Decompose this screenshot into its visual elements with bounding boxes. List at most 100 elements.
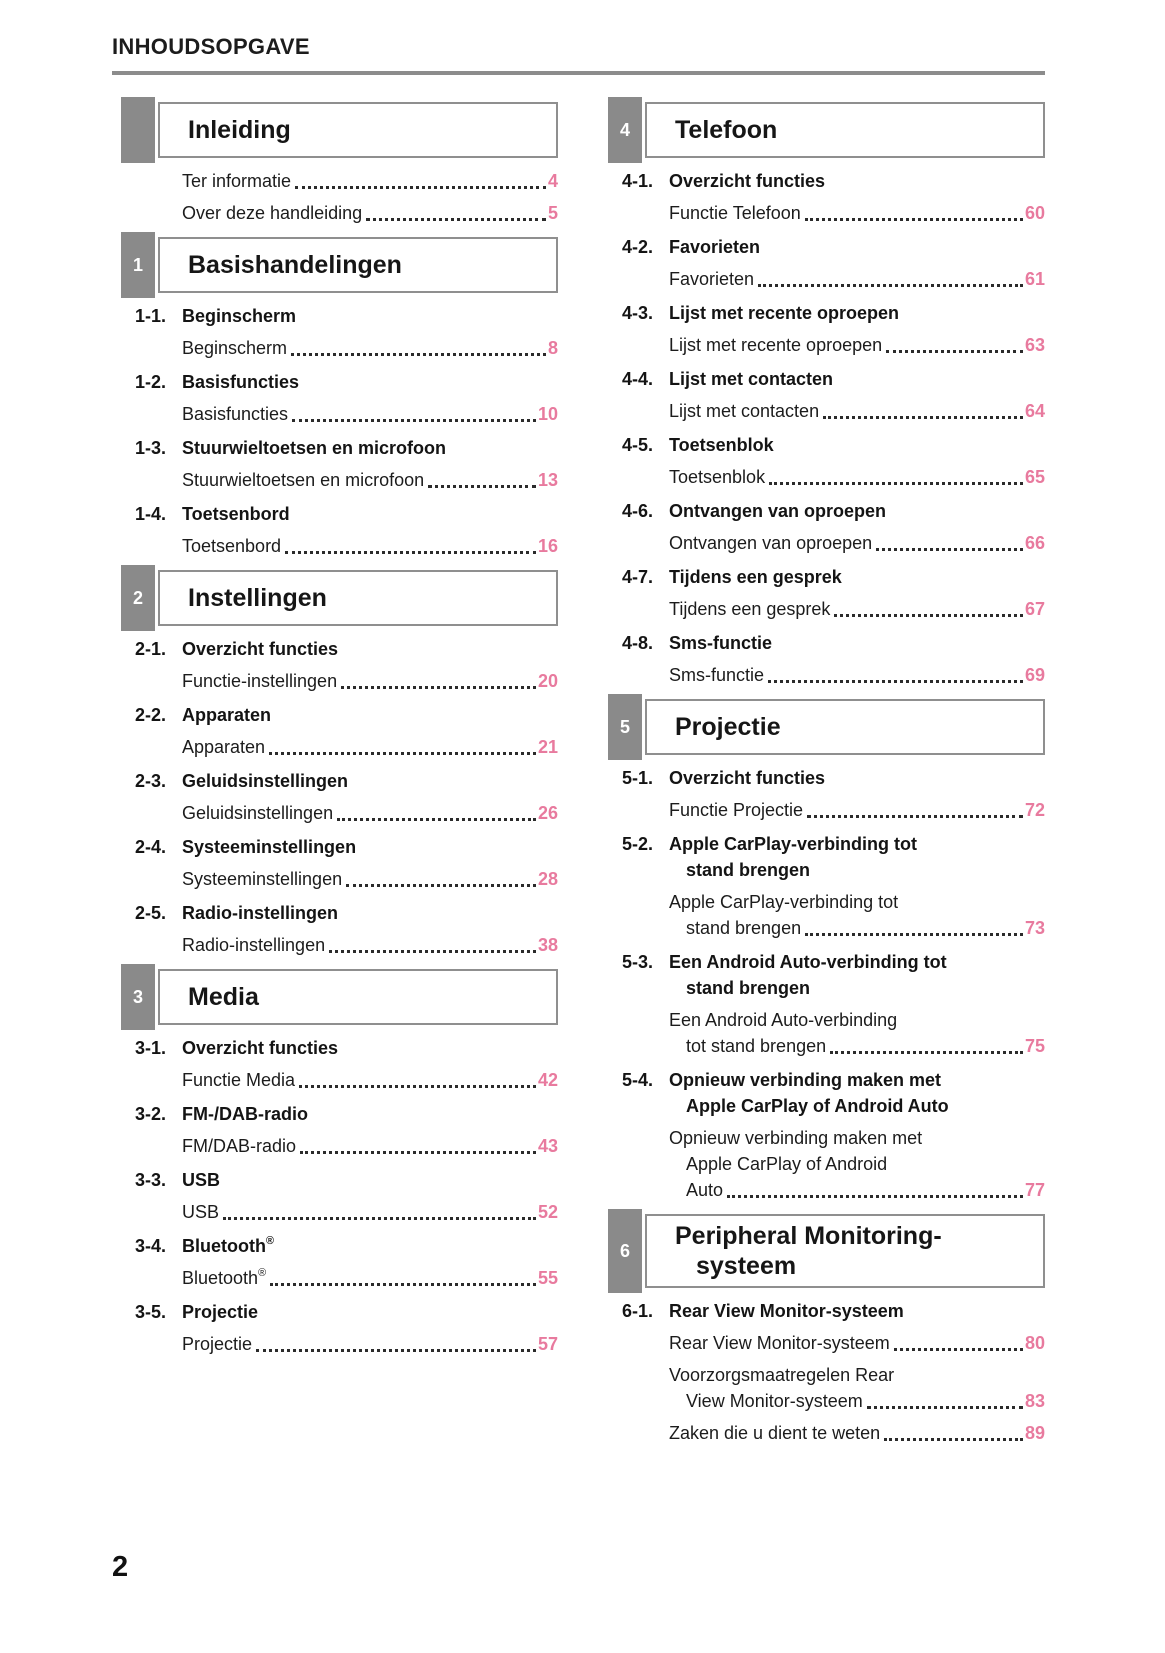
section-heading: 3-2. FM-/DAB-radio	[121, 1101, 558, 1127]
toc-group: 2-1. Overzicht functies Functie-instelling…	[121, 636, 558, 694]
page-number: 28	[537, 869, 558, 889]
dotted-leader	[893, 1348, 1023, 1351]
section-number: 4-3.	[622, 303, 654, 323]
toc-entry: Zaken die u dient te weten 89	[608, 1420, 1045, 1446]
dotted-leader	[727, 1195, 1023, 1198]
chapter-number-tab: 1	[121, 232, 155, 298]
toc-entry-text: Stuurwieltoetsen en microfoon	[182, 470, 425, 490]
page-number: 77	[1024, 1180, 1045, 1200]
dotted-leader	[346, 884, 536, 887]
chapter-title: Projectie	[675, 712, 781, 742]
toc-column-1: Inleiding Ter informatie 4 Over deze handle…	[121, 97, 558, 1361]
section-heading: 2-5. Radio-instellingen	[121, 900, 558, 926]
page-number: 10	[537, 404, 558, 424]
page-number: 20	[537, 671, 558, 691]
toc-entry: Voorzorgsmaatregelen Rear View Monitor-sy…	[608, 1362, 1045, 1414]
section-heading: 5-2. Apple CarPlay-verbinding tot stand br…	[608, 831, 1045, 883]
page-number: 42	[537, 1070, 558, 1090]
dotted-leader	[366, 218, 546, 221]
section-heading: 1-3. Stuurwieltoetsen en microfoon	[121, 435, 558, 461]
chapter-number-tab: 2	[121, 565, 155, 631]
dotted-leader	[876, 548, 1023, 551]
section-number: 4-1.	[622, 171, 654, 191]
chapter-title: Basishandelingen	[188, 250, 402, 280]
dotted-leader	[329, 950, 536, 953]
section-heading-text: Sms-functie	[669, 630, 772, 656]
section-heading-text: Systeeminstellingen	[182, 834, 356, 860]
dotted-leader	[884, 1438, 1023, 1441]
page-number: 83	[1024, 1391, 1045, 1411]
toc-entry-text: View Monitor-systeem	[686, 1391, 863, 1411]
toc-entry-text: Lijst met contacten	[669, 401, 820, 421]
dotted-leader	[769, 482, 1023, 485]
toc-column-2: 4 Telefoon 4-1. Overzicht functies Functie T…	[608, 97, 1045, 1450]
section-number: 3-4.	[135, 1236, 167, 1256]
section-heading-line: Overzicht functies	[182, 639, 339, 659]
toc-entry-text: Favorieten	[669, 269, 755, 289]
toc-entry-line: Rear View Monitor-systeem 80	[669, 1330, 1045, 1356]
toc-entry: Toetsenbord 16	[121, 533, 558, 559]
chapter-title-line: Basishandelingen	[188, 251, 402, 279]
toc-entry-text: Functie Media	[182, 1070, 296, 1090]
toc-group: 3-3. USB USB 52	[121, 1167, 558, 1225]
page-number: 38	[537, 935, 558, 955]
toc-entry-text: tot stand brengen	[686, 1036, 827, 1056]
chapter-title-line: Inleiding	[188, 116, 291, 144]
dotted-leader	[337, 818, 536, 821]
page-number: 75	[1024, 1036, 1045, 1056]
toc-entry-line: Toetsenblok 65	[669, 464, 1045, 490]
toc-entry: Opnieuw verbinding maken met Apple CarPla…	[608, 1125, 1045, 1203]
page-title: INHOUDSOPGAVE	[112, 34, 310, 59]
toc-entry-text: Lijst met recente oproepen	[669, 335, 883, 355]
chapter-heading-box: 4 Telefoon	[608, 97, 1045, 163]
dotted-leader	[823, 416, 1023, 419]
section-heading-text: Overzicht functies	[182, 636, 338, 662]
dotted-leader	[834, 614, 1023, 617]
toc-entry-text: Functie Projectie	[669, 800, 804, 820]
toc-entry: Stuurwieltoetsen en microfoon 13	[121, 467, 558, 493]
page-number: 26	[537, 803, 558, 823]
toc-entry-text: Toetsenbord	[182, 536, 282, 556]
section-heading-line: Favorieten	[669, 237, 761, 257]
dotted-leader	[295, 186, 546, 189]
section-heading-text: Beginscherm	[182, 303, 296, 329]
section-heading-text: Ontvangen van oproepen	[669, 498, 886, 524]
chapter-number-tab: 3	[121, 964, 155, 1030]
chapter-heading-box: 6 Peripheral Monitoring-systeem	[608, 1209, 1045, 1293]
section-heading-line: Projectie	[182, 1302, 259, 1322]
section-heading: 4-1. Overzicht functies	[608, 168, 1045, 194]
chapter-title: Peripheral Monitoring-systeem	[675, 1221, 942, 1281]
section-heading: 5-1. Overzicht functies	[608, 765, 1045, 791]
page-number: 55	[537, 1268, 558, 1288]
chapter-title-line: systeem	[696, 1252, 797, 1280]
section-heading-line: Ontvangen van oproepen	[669, 501, 887, 521]
toc-entry-text: Beginscherm	[182, 338, 288, 358]
toc-entry-text: Apple CarPlay-verbinding tot	[669, 892, 899, 912]
section-heading-line: Toetsenblok	[669, 435, 774, 455]
chapter-title: Telefoon	[675, 115, 777, 145]
chapter-heading-box: 2 Instellingen	[121, 565, 558, 631]
section-number: 3-2.	[135, 1104, 167, 1124]
section-number: 3-3.	[135, 1170, 167, 1190]
toc-entry-text: Ontvangen van oproepen	[669, 533, 873, 553]
page-number: 43	[537, 1136, 558, 1156]
page-number: 63	[1024, 335, 1045, 355]
section-heading: 3-1. Overzicht functies	[121, 1035, 558, 1061]
toc-entry-line: Sms-functie 69	[669, 662, 1045, 688]
section-heading-text: Toetsenbord	[182, 501, 290, 527]
page-number: 57	[537, 1334, 558, 1354]
toc-entry-text: Basisfuncties	[182, 404, 289, 424]
page-number: 65	[1024, 467, 1045, 487]
dotted-leader	[830, 1051, 1023, 1054]
section-heading: 4-2. Favorieten	[608, 234, 1045, 260]
toc-entry-line: Functie Projectie 72	[669, 797, 1045, 823]
toc-group: 5-4. Opnieuw verbinding maken met Apple Ca…	[608, 1067, 1045, 1203]
section-heading-line: Lijst met recente oproepen	[669, 303, 900, 323]
chapter-heading-box: Inleiding	[121, 97, 558, 163]
page-number: 21	[537, 737, 558, 757]
section-heading-line: Rear View Monitor-systeem	[669, 1301, 904, 1321]
toc-entry-line: Functie Media 42	[182, 1067, 558, 1093]
toc-group: 3-2. FM-/DAB-radio FM/DAB-radio 43	[121, 1101, 558, 1159]
page-number: 89	[1024, 1423, 1045, 1443]
